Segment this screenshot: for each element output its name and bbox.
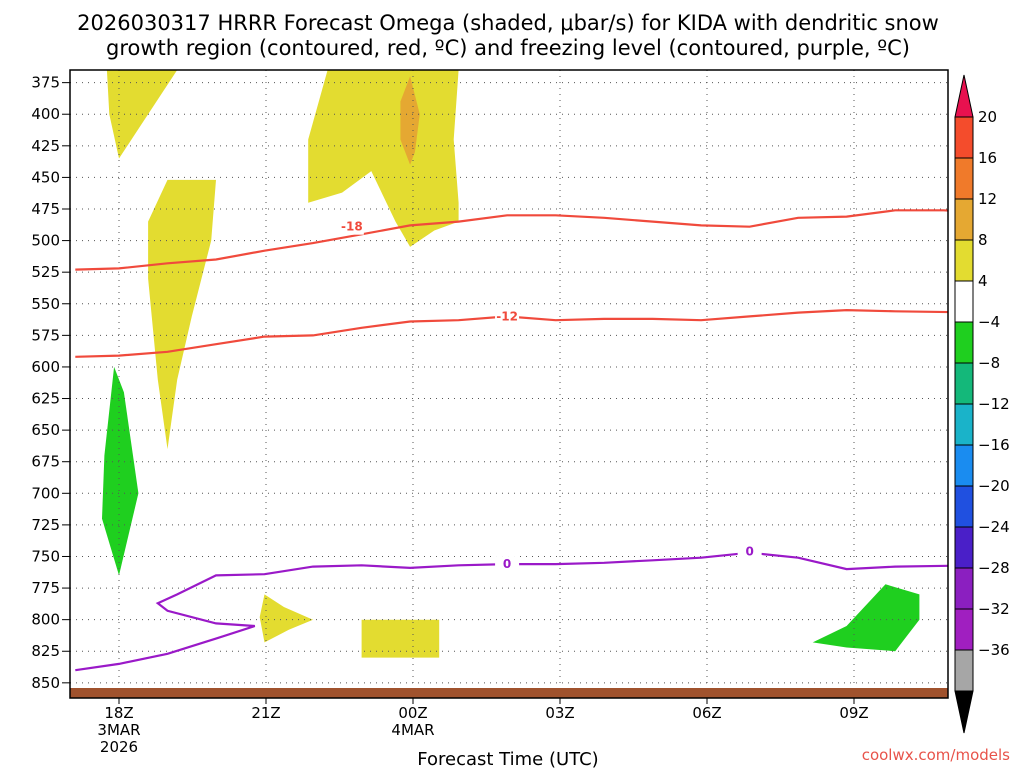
y-tick-label: 500 [31,232,60,250]
colorbar-segment [954,157,974,200]
y-tick-label: 450 [31,168,60,186]
omega-positive-small-2 [361,619,440,658]
x-tick-label: 4MAR [391,721,434,739]
y-tick-label: 525 [31,263,60,281]
x-tick-label: 18Z [104,704,133,722]
plot-background [70,70,948,698]
colorbar-segment [954,362,974,405]
x-tick-label: 03Z [545,704,574,722]
minus18C-isotherm [75,209,948,271]
colorbar-label: 16 [978,149,997,167]
omega-shading-layer [102,70,920,658]
omega-negative-right [812,584,920,652]
colorbar-label: 8 [978,231,988,249]
plot-area: -18 -12 0 0 [69,69,949,699]
omega-negative-left [102,366,139,576]
y-tick-label: 400 [31,105,60,123]
grid-lines [70,70,948,698]
y-tick-label: 825 [31,642,60,660]
colorbar-label: −12 [978,395,1010,413]
colorbar-segment [954,198,974,241]
contour-label: 0 [503,557,511,571]
colorbar-label: −36 [978,641,1010,659]
credit-text: coolwx.com/models [862,746,1010,764]
omega-orange-core [400,76,420,165]
colorbar-label: 4 [978,272,988,290]
colorbar-label: −24 [978,518,1010,536]
colorbar-segment [954,485,974,528]
y-tick-label: 650 [31,421,60,439]
contour-label-bg [737,543,762,560]
chart-title: 2026030317 HRRR Forecast Omega (shaded, … [77,11,939,60]
colorbar-label: −32 [978,600,1010,618]
y-axis: 375 400 425 450 475 500 525 550 575 600 625 650 675 7… [31,74,70,692]
y-tick-label: 550 [31,295,60,313]
omega-positive-column-1 [148,179,216,450]
colorbar-segment [954,608,974,651]
y-tick-label: 575 [31,326,60,344]
x-tick-label: 21Z [251,704,280,722]
colorbar-segment [954,403,974,446]
y-tick-label: 850 [31,674,60,692]
y-tick-label: 675 [31,453,60,471]
x-tick-label: 2026 [100,738,138,756]
colorbar-segment [954,444,974,487]
x-axis-title: Forecast Time (UTC) [417,749,598,768]
y-tick-label: 725 [31,516,60,534]
colorbar-segment [954,239,974,282]
colorbar-segment [954,321,974,364]
colorbar-segment [954,526,974,569]
colorbar: 20 16 12 8 4 −4 −8 −12 −16 −20 −24 −28 −32 −36 [954,74,1010,734]
contour-label-bg [495,308,520,325]
x-tick-label: 09Z [839,704,868,722]
colorbar-segment [954,649,974,692]
colorbar-segment [954,116,974,159]
colorbar-bottom-arrow [954,690,974,734]
colorbar-label: −20 [978,477,1010,495]
contour-label: 0 [745,544,753,558]
contour-label: -18 [341,220,363,234]
y-tick-label: 625 [31,390,60,408]
omega-positive-tall-column [308,70,459,247]
colorbar-label: −28 [978,559,1010,577]
y-tick-label: 750 [31,547,60,565]
plot-frame [69,69,949,699]
y-tick-label: 600 [31,358,60,376]
x-tick-label: 00Z [398,704,427,722]
contour-label-bg [339,218,364,235]
y-tick-label: 375 [31,74,60,92]
y-tick-label: 775 [31,579,60,597]
y-tick-label: 800 [31,611,60,629]
colorbar-top-arrow [954,74,974,118]
y-tick-label: 700 [31,484,60,502]
x-tick-label: 06Z [692,704,721,722]
title-line-2: growth region (contoured, red, ºC) and f… [106,36,910,60]
contour-label: -12 [496,309,518,323]
y-tick-label: 475 [31,200,60,218]
colorbar-label: 12 [978,190,997,208]
contour-label-bg [495,556,520,573]
terrain [70,688,948,698]
y-tick-label: 425 [31,137,60,155]
title-line-1: 2026030317 HRRR Forecast Omega (shaded, … [77,11,939,35]
colorbar-segment [954,567,974,610]
colorbar-label: −4 [978,313,1000,331]
contour-labels: -18 -12 0 0 [339,218,762,573]
colorbar-label: −8 [978,354,1000,372]
colorbar-segment [954,280,974,323]
colorbar-label: −16 [978,436,1010,454]
colorbar-label: 20 [978,108,997,126]
x-tick-label: 3MAR [97,721,140,739]
omega-positive-small-1 [259,594,313,643]
